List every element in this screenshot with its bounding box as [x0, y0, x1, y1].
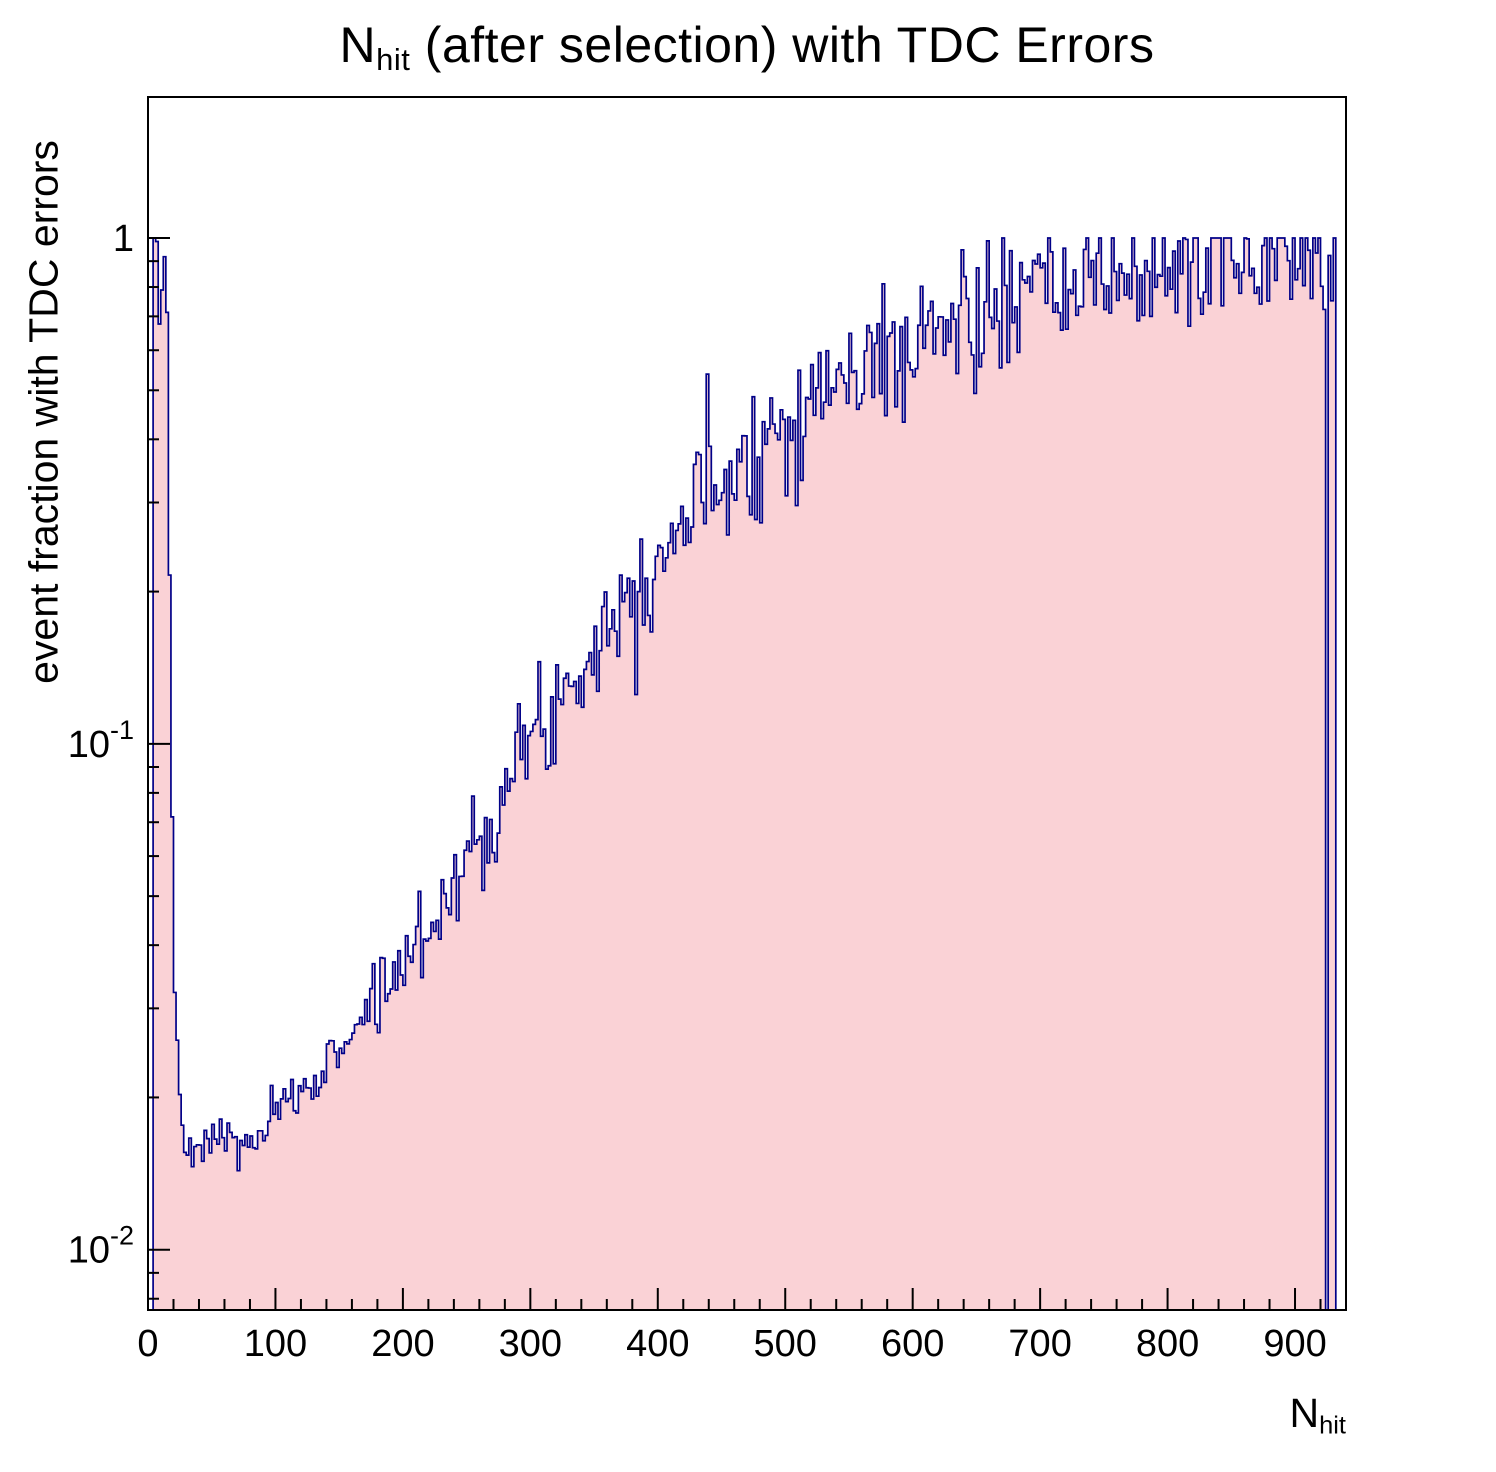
x-tick-label: 100 [244, 1323, 307, 1365]
x-tick-label: 300 [499, 1323, 562, 1365]
chart-title: Nhit (after selection) with TDC Errors [340, 16, 1155, 78]
y-tick-exponent: -2 [110, 1221, 134, 1251]
chart-title-rest: (after selection) with TDC Errors [410, 17, 1155, 73]
y-tick-label: 1 [113, 218, 134, 260]
x-tick-label: 800 [1136, 1323, 1199, 1365]
y-tick-label: 10-2 [68, 1221, 134, 1272]
x-tick-label: 0 [137, 1323, 158, 1365]
y-axis-title: event fraction with TDC errors [20, 140, 67, 684]
x-tick-label: 500 [754, 1323, 817, 1365]
x-tick-label: 900 [1263, 1323, 1326, 1365]
y-tick-exponent: -1 [110, 715, 134, 745]
x-tick-label: 400 [626, 1323, 689, 1365]
chart-title-prefix: N [339, 17, 377, 73]
x-axis-title-prefix: N [1289, 1390, 1320, 1436]
x-tick-label: 600 [881, 1323, 944, 1365]
histogram-area [153, 238, 1336, 1310]
histogram-line [152, 237, 1337, 1311]
x-tick-label: 700 [1008, 1323, 1071, 1365]
x-tick-label: 200 [371, 1323, 434, 1365]
x-axis-title-subscript: hit [1319, 1411, 1346, 1440]
plot-frame [147, 96, 1347, 1311]
chart-title-subscript: hit [376, 41, 411, 77]
x-axis-title: Nhit [1290, 1390, 1346, 1440]
y-tick-label: 10-1 [68, 715, 134, 766]
